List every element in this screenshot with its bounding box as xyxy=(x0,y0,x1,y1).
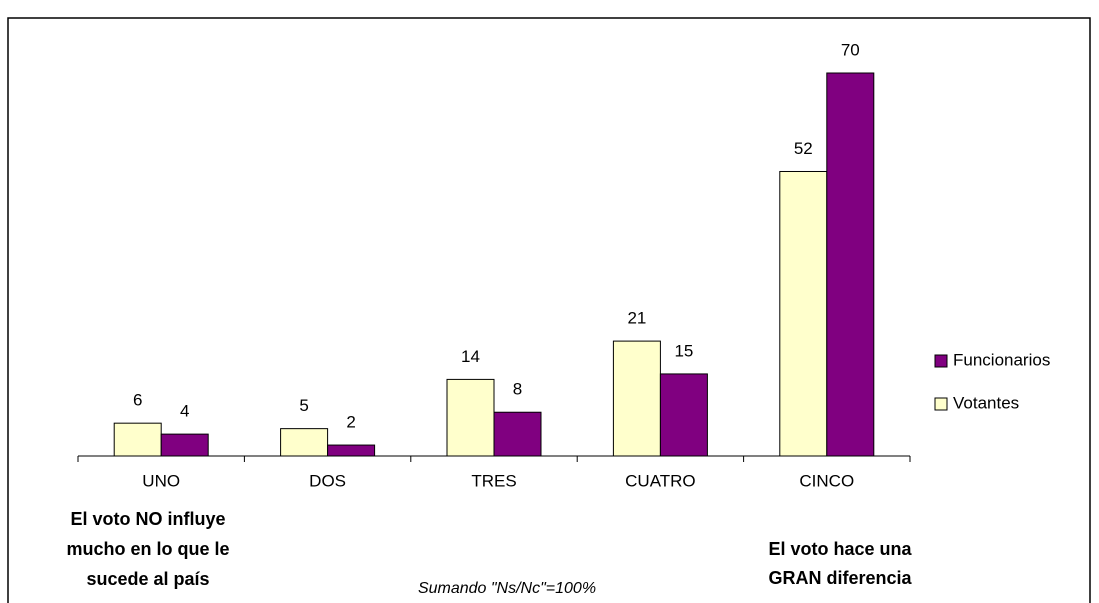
value-label: 14 xyxy=(461,347,480,366)
annotation: El voto hace una xyxy=(768,539,912,559)
bar xyxy=(280,428,329,457)
annotation: GRAN diferencia xyxy=(768,568,912,588)
value-label: 70 xyxy=(841,40,860,59)
bar xyxy=(446,378,495,457)
annotation: sucede al país xyxy=(86,569,209,589)
x-tick-label: CINCO xyxy=(799,471,854,490)
legend-swatch xyxy=(934,397,948,411)
value-label: 52 xyxy=(794,139,813,158)
legend-swatch xyxy=(934,354,948,368)
x-tick-label: TRES xyxy=(471,471,516,490)
bar xyxy=(826,72,875,457)
bar xyxy=(779,170,828,457)
value-label: 21 xyxy=(627,309,646,328)
annotation: mucho en lo que le xyxy=(66,539,229,559)
value-label: 4 xyxy=(180,402,189,421)
x-tick-label: CUATRO xyxy=(625,471,696,490)
bar xyxy=(113,422,162,457)
value-label: 15 xyxy=(674,341,693,360)
value-label: 6 xyxy=(133,391,142,410)
bar xyxy=(327,444,376,457)
note: Sumando "Ns/Nc"=100% xyxy=(418,580,596,597)
value-label: 2 xyxy=(346,413,355,432)
value-label: 5 xyxy=(299,396,308,415)
legend-label: Votantes xyxy=(953,393,1019,412)
bar xyxy=(659,373,708,457)
bar xyxy=(160,433,209,457)
x-tick-label: DOS xyxy=(309,471,346,490)
bar xyxy=(612,340,661,457)
value-label: 8 xyxy=(513,380,522,399)
chart-frame xyxy=(7,17,1091,603)
annotation: El voto NO influye xyxy=(70,509,225,529)
legend-label: Funcionarios xyxy=(953,350,1050,369)
bar xyxy=(493,411,542,457)
x-tick-label: UNO xyxy=(142,471,180,490)
